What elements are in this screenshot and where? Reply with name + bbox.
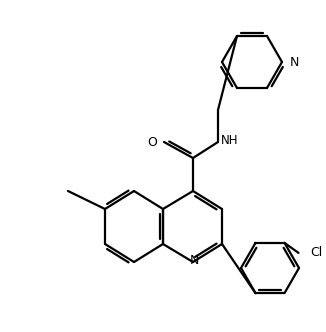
Text: N: N: [189, 255, 199, 268]
Text: NH: NH: [221, 133, 239, 146]
Text: O: O: [147, 135, 157, 148]
Text: N: N: [290, 55, 299, 68]
Text: Cl: Cl: [310, 246, 323, 259]
